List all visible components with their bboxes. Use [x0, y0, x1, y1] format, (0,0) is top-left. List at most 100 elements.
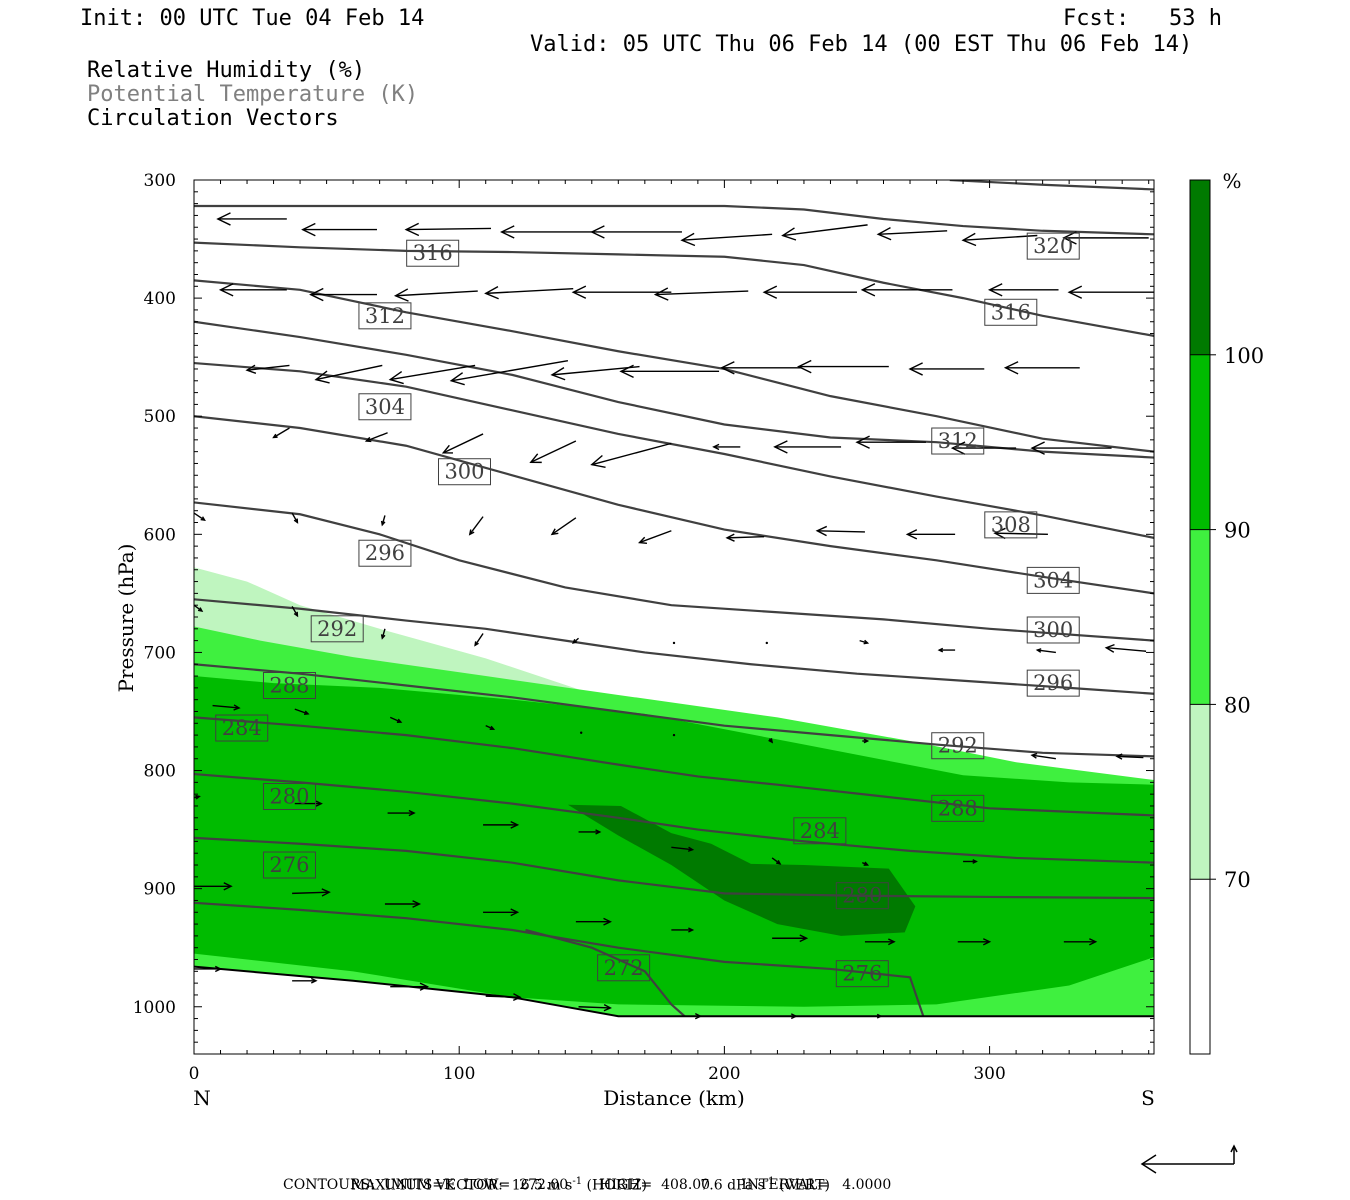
y-tick-label: 1000: [133, 998, 176, 1018]
init-time: Init: 00 UTC Tue 04 Feb 14: [80, 6, 425, 31]
circulation-vector: [768, 738, 774, 744]
circulation-vector: [572, 637, 579, 645]
svg-text:312: 312: [365, 304, 405, 328]
circulation-vector: [815, 525, 865, 537]
svg-text:284: 284: [222, 716, 262, 740]
theta-contour-292: [194, 663, 1154, 758]
contour-label: 280: [835, 882, 889, 910]
y-tick-label: 600: [144, 525, 176, 545]
contour-label: 300: [437, 458, 491, 486]
colorbar-level-label: 100: [1224, 344, 1264, 368]
svg-text:316: 316: [991, 300, 1031, 324]
colorbar-unit: %: [1222, 169, 1241, 193]
colorbar-level-label: 80: [1224, 693, 1251, 717]
svg-text:304: 304: [365, 395, 405, 419]
circulation-vector: [950, 441, 1017, 455]
contour-label: 280: [262, 783, 316, 811]
contour-label: 292: [310, 615, 364, 643]
contour-label: 312: [931, 427, 985, 455]
circulation-vector: [1067, 285, 1154, 299]
svg-text:284: 284: [800, 819, 840, 843]
circulation-vector: [384, 900, 422, 908]
svg-text:292: 292: [317, 617, 357, 641]
circulation-vector: [483, 820, 520, 829]
svg-text:308: 308: [991, 513, 1031, 537]
contour-label: 312: [358, 302, 412, 330]
circulation-vector: [619, 364, 720, 379]
colorbar-band: [1190, 879, 1210, 1054]
circulation-vector: [309, 287, 377, 302]
circulation-vector: [720, 361, 802, 375]
max-vector-line: MAXIMUM VECTOR: 16.5 m s-1 (HORIZ) 7.6 d…: [342, 1158, 830, 1194]
svg-text:280: 280: [269, 785, 309, 809]
circulation-vector: [380, 628, 386, 640]
contour-label: 292: [931, 732, 985, 760]
theta-contour-280: [194, 836, 1154, 900]
theta-contour-276: [194, 901, 925, 1017]
colorbar-band: [1190, 529, 1210, 705]
colorbar-band: [1190, 704, 1210, 880]
below-ground: [194, 966, 1154, 1054]
field-label-rh: Relative Humidity (%): [87, 58, 366, 83]
theta-contour-324: [194, 204, 1154, 236]
circulation-vector: [571, 285, 672, 299]
contour-label: 272: [597, 954, 651, 982]
forecast-hour: Fcst: 53 h: [1063, 6, 1222, 31]
circulation-vector: [390, 982, 429, 991]
svg-text:296: 296: [1033, 671, 1073, 695]
circulation-vector: [550, 365, 640, 381]
svg-text:272: 272: [604, 956, 644, 980]
valid-time: Valid: 05 UTC Thu 06 Feb 14 (00 EST Thu …: [530, 32, 1193, 57]
field-label-vectors: Circulation Vectors: [87, 106, 339, 131]
svg-text:300: 300: [1033, 618, 1073, 642]
circulation-vector: [194, 794, 201, 800]
circulation-vector: [194, 882, 233, 891]
theta-contour-320: [194, 241, 1154, 337]
circulation-vector: [905, 529, 956, 540]
circulation-vector: [529, 440, 577, 464]
circulation-vector: [579, 731, 583, 734]
x-tick-label: 100: [443, 1064, 475, 1084]
colorbar-band: [1190, 354, 1210, 530]
svg-text:300: 300: [444, 460, 484, 484]
circulation-vector: [862, 1013, 883, 1019]
circulation-vector: [671, 927, 695, 933]
contour-label: 300: [1026, 616, 1080, 644]
circulation-vector: [194, 965, 223, 973]
circulation-vector: [449, 360, 569, 386]
contour-label: 296: [358, 539, 412, 567]
contour-label: 304: [1026, 566, 1080, 594]
circulation-vector: [474, 633, 484, 647]
svg-text:304: 304: [1033, 568, 1073, 592]
circulation-vector: [674, 1013, 703, 1020]
circulation-vector: [773, 440, 842, 454]
theta-contour-layer: [194, 180, 1154, 1018]
circulation-vector: [855, 435, 926, 449]
circulation-vector: [672, 641, 676, 645]
circulation-vector: [993, 527, 1048, 540]
circulation-vector: [1030, 441, 1112, 455]
circulation-vector: [441, 433, 484, 454]
circulation-vector: [712, 443, 741, 451]
svg-text:292: 292: [938, 734, 978, 758]
circulation-vector: [987, 283, 1059, 297]
theta-contour-296: [194, 598, 1154, 695]
circulation-vector: [771, 857, 782, 865]
circulation-vector: [216, 212, 287, 226]
colorbar-frame: [1189, 179, 1211, 1055]
circulation-vector: [468, 516, 484, 536]
circulation-vector: [404, 222, 492, 237]
circulation-vector: [1115, 753, 1144, 760]
contour-label-layer: 316 320 312 316 304 300 312 296 308 304 292 300 296 2…: [215, 232, 1080, 988]
circulation-vector: [294, 800, 323, 807]
vert-unit: (VERT): [774, 1177, 830, 1194]
circulation-vector: [864, 938, 896, 946]
colorbar: 70 80 90 100: [1189, 179, 1264, 1055]
theta-contour-288: [194, 716, 1154, 817]
contour-label: 288: [931, 794, 985, 822]
vert-exponent: -1: [764, 1176, 775, 1187]
colorbar-level-label: 90: [1224, 519, 1251, 543]
circulation-vector: [500, 225, 592, 239]
circulation-vector: [772, 1013, 798, 1020]
